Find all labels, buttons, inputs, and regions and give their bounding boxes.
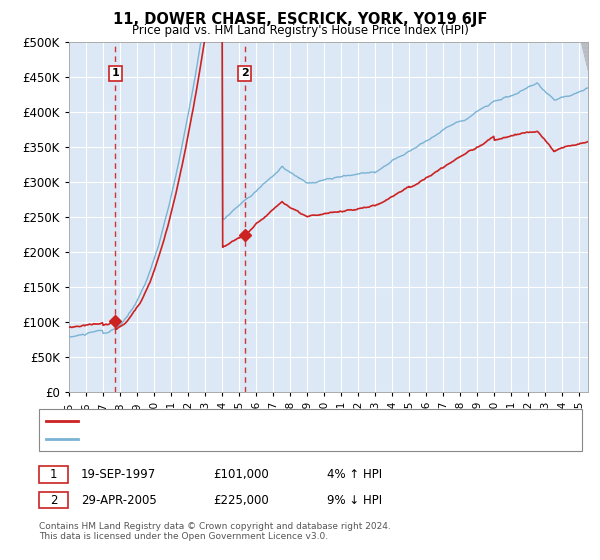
Text: 9% ↓ HPI: 9% ↓ HPI	[327, 493, 382, 507]
Text: £225,000: £225,000	[213, 493, 269, 507]
Text: Price paid vs. HM Land Registry's House Price Index (HPI): Price paid vs. HM Land Registry's House …	[131, 24, 469, 36]
Text: 11, DOWER CHASE, ESCRICK, YORK, YO19 6JF (detached house): 11, DOWER CHASE, ESCRICK, YORK, YO19 6JF…	[85, 416, 434, 426]
Text: 19-SEP-1997: 19-SEP-1997	[81, 468, 156, 482]
Text: £101,000: £101,000	[213, 468, 269, 482]
Text: 1: 1	[112, 68, 119, 78]
Text: 4% ↑ HPI: 4% ↑ HPI	[327, 468, 382, 482]
Text: 2: 2	[241, 68, 248, 78]
Text: 29-APR-2005: 29-APR-2005	[81, 493, 157, 507]
Text: HPI: Average price, detached house, North Yorkshire: HPI: Average price, detached house, Nort…	[85, 434, 371, 444]
Text: 11, DOWER CHASE, ESCRICK, YORK, YO19 6JF: 11, DOWER CHASE, ESCRICK, YORK, YO19 6JF	[113, 12, 487, 27]
Text: 2: 2	[50, 493, 57, 507]
Text: 1: 1	[50, 468, 57, 482]
Text: Contains HM Land Registry data © Crown copyright and database right 2024.
This d: Contains HM Land Registry data © Crown c…	[39, 522, 391, 542]
